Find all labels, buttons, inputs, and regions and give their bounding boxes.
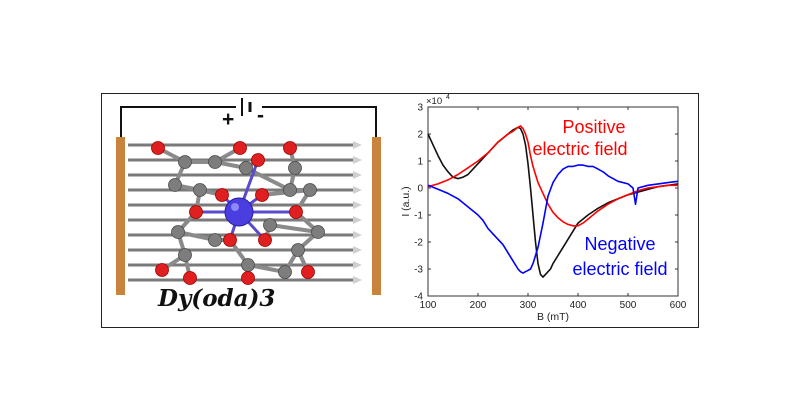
y-multiplier-exponent: 4: [446, 94, 450, 101]
oxygen-atom: [189, 205, 203, 219]
field-arrowhead: [353, 201, 362, 209]
field-arrowhead: [353, 141, 362, 149]
field-arrowhead: [353, 186, 362, 194]
series-zero-field: [427, 126, 679, 278]
field-arrowhead: [353, 261, 362, 269]
carbon-atom: [283, 183, 297, 197]
carbon-atom: [278, 265, 292, 279]
x-tick-label: 200: [470, 300, 487, 311]
battery-icon: [241, 98, 252, 116]
oxygen-atom: [183, 271, 197, 285]
y-axis-label: I (a.u.): [400, 186, 412, 216]
atom-highlight: [231, 203, 239, 211]
y-tick-label: -2: [414, 238, 423, 249]
oxygen-atom: [151, 141, 165, 155]
carbon-atom: [291, 243, 305, 257]
x-tick-label: 600: [670, 300, 687, 311]
left-electrode: [116, 137, 125, 295]
x-axis-label: B (mT): [537, 311, 569, 323]
carbon-atom: [208, 233, 222, 247]
y-tick-label: 2: [417, 130, 423, 141]
carbon-atom: [168, 178, 182, 192]
oxygen-atom: [255, 188, 269, 202]
minus-sign: -: [257, 104, 264, 127]
oxygen-atom: [283, 141, 297, 155]
x-tick-label: 300: [520, 300, 537, 311]
plus-sign: +: [222, 108, 235, 131]
y-tick-label: -1: [414, 211, 423, 222]
oxygen-atom: [241, 271, 255, 285]
x-tick-label: 500: [620, 300, 637, 311]
field-arrowhead: [353, 276, 362, 284]
annotation-label: Negative: [584, 234, 655, 254]
oxygen-atom: [233, 141, 247, 155]
carbon-atom: [208, 155, 222, 169]
carbon-atom: [303, 183, 317, 197]
x-tick-label: 100: [420, 300, 437, 311]
oxygen-atom: [301, 265, 315, 279]
carbon-atom: [178, 155, 192, 169]
annotation-label: electric field: [532, 139, 627, 159]
molecule-label: Dy(oda)3: [158, 285, 276, 312]
y-multiplier: ×10: [426, 96, 442, 107]
carbon-atom: [239, 161, 253, 175]
circuit-wire: [120, 106, 377, 140]
y-tick-label: 0: [417, 184, 423, 195]
oxygen-atom: [258, 233, 272, 247]
y-tick-label: 3: [417, 103, 423, 114]
oxygen-atom: [289, 205, 303, 219]
plot-area: [427, 106, 679, 297]
series-positive-field: [427, 125, 678, 227]
bond: [269, 223, 319, 234]
oxygen-atom: [215, 188, 229, 202]
y-tick-label: 1: [417, 157, 423, 168]
carbon-atom: [178, 248, 192, 262]
oxygen-atom: [223, 233, 237, 247]
carbon-atom: [171, 225, 185, 239]
oxygen-atom: [155, 263, 169, 277]
field-arrowhead: [353, 231, 362, 239]
field-arrowhead: [353, 171, 362, 179]
field-arrowhead: [353, 216, 362, 224]
atoms: [151, 141, 325, 285]
y-tick-label: -4: [414, 292, 423, 303]
series-negative-field: [427, 164, 679, 274]
carbon-atom: [263, 218, 277, 232]
annotation-label: Positive: [562, 117, 625, 137]
carbon-atom: [193, 183, 207, 197]
annotation-label: electric field: [572, 259, 667, 279]
y-tick-label: -3: [414, 265, 423, 276]
field-arrowhead: [353, 246, 362, 254]
carbon-atom: [288, 161, 302, 175]
oxygen-atom: [251, 153, 265, 167]
carbon-atom: [311, 225, 325, 239]
right-electrode: [372, 137, 381, 295]
x-tick-label: 400: [570, 300, 587, 311]
field-arrowhead: [353, 156, 362, 164]
